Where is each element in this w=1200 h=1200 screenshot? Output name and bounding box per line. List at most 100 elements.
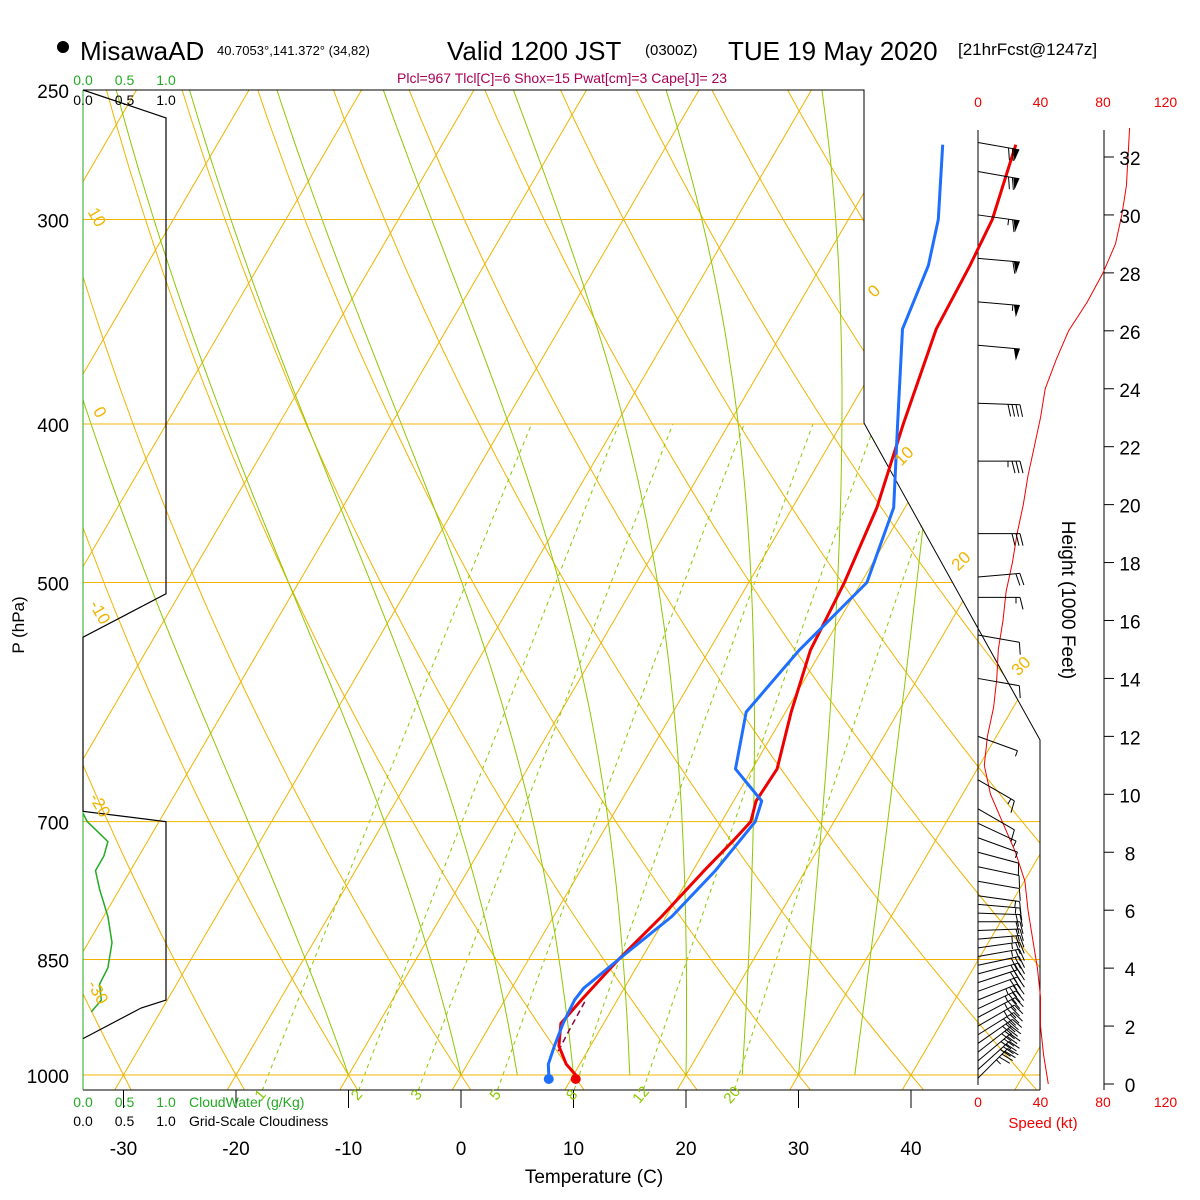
wind-barb [977, 1033, 1021, 1062]
valid-time: Valid 1200 JST [447, 36, 622, 66]
pressure-tick-label: 1000 [27, 1067, 69, 1088]
wind-barb-flag [1006, 1016, 1017, 1026]
wind-barb-flag [1014, 997, 1024, 1008]
wind-barb-half-flag [1003, 1010, 1008, 1017]
wind-barb-half-flag [1011, 304, 1014, 311]
dry-adiabat-line [97, 90, 623, 1090]
wind-barb-staff [977, 257, 1020, 263]
adiabat-label: 20 [948, 548, 975, 575]
wind-barb-staff [977, 214, 1020, 222]
wind-barb-staff [977, 948, 1020, 958]
wind-barb [977, 677, 1021, 699]
adiabat-label: 0 [89, 403, 110, 421]
wind-barb-flag [1019, 928, 1024, 942]
wind-barb-flag [1008, 1040, 1020, 1049]
valid-date: TUE 19 May 2020 [728, 36, 938, 66]
isotherm-line [758, 90, 1040, 1090]
wind-barb-staff [977, 634, 1020, 643]
wind-speed-profile [983, 127, 1131, 1085]
x-tick-label: -20 [222, 1139, 249, 1160]
dry-adiabat-line [83, 90, 507, 1090]
wind-barb-flag [1015, 404, 1020, 417]
isotherm-line [83, 90, 492, 1090]
wind-barb [977, 928, 1024, 942]
dry-adiabat-line [172, 90, 738, 1090]
wind-barb-staff [977, 880, 1020, 890]
wind-barb-flag [1011, 404, 1016, 417]
wind-barb-flag [1003, 1038, 1015, 1047]
wind-barb [977, 837, 1018, 858]
wind-barb [977, 934, 1025, 948]
wind-barb-flag [1015, 533, 1020, 546]
wind-barb-staff [977, 941, 1020, 949]
isotherm-line [196, 90, 829, 1090]
wind-barb-staff [977, 1041, 1010, 1070]
wind-barb-staff [977, 1004, 1015, 1027]
wind-barb-flag [1010, 1025, 1022, 1035]
wind-barb-flag [998, 1056, 1011, 1064]
wind-barb-flag [1010, 1006, 1020, 1017]
wind-barb-staff [977, 1012, 1014, 1036]
x-tick-label: -10 [335, 1139, 362, 1160]
height-tick-label: 16 [1119, 613, 1140, 634]
wind-barb [977, 941, 1025, 955]
wind-barb-staff [977, 912, 1020, 916]
wind-barb-staff [977, 1033, 1011, 1062]
wind-barb-flag [1006, 1035, 1018, 1045]
wind-barb [977, 1004, 1024, 1027]
wind-barb-pennant [1013, 304, 1020, 318]
surface-temperature-point [570, 1074, 581, 1084]
cloudiness-top-tick: 0.5 [115, 92, 135, 108]
pressure-tick-label: 400 [37, 416, 69, 437]
adiabat-label: 0 [864, 281, 884, 301]
wind-barb-staff [977, 344, 1020, 350]
wind-barb-flag [1005, 1043, 1017, 1052]
speed-bottom-tick: 120 [1154, 1094, 1178, 1110]
mixing-ratio-label: 12 [629, 1083, 653, 1107]
wind-barb-flag [1018, 956, 1025, 968]
pressure-tick-label: 500 [37, 575, 69, 596]
wind-barb-flag [1001, 1033, 1012, 1042]
wind-barb-flag [1007, 404, 1012, 417]
wind-barb-flag [1004, 1030, 1015, 1040]
cloudiness-top-tick: 0.0 [73, 92, 93, 108]
wind-barb [977, 997, 1024, 1018]
wind-barb-pennant [1013, 348, 1020, 361]
wind-barb-flag [1007, 1008, 1017, 1019]
wind-barb-flag [1008, 1021, 1019, 1031]
mixing-ratio-label: 3 [407, 1086, 425, 1103]
station-dot-icon [57, 41, 69, 53]
speed-top-tick: 120 [1154, 94, 1178, 110]
wind-barb-flag [1015, 921, 1020, 934]
cloudwater-profile [82, 813, 113, 1013]
wind-barb-flag [1003, 1018, 1013, 1028]
wind-barb [977, 808, 1015, 842]
wind-barb [977, 402, 1024, 417]
wind-barb [977, 257, 1020, 274]
wind-barb-flag [1018, 685, 1021, 699]
wind-barb [977, 1048, 1019, 1079]
wind-barb-pennant [1013, 261, 1020, 274]
moist-adiabat-line [656, 90, 756, 1076]
wind-barb [977, 1018, 1023, 1044]
cloudiness-bottom-tick: 1.0 [156, 1113, 176, 1129]
dry-adiabat-line [621, 90, 1040, 1090]
wind-barb-flag [1000, 1041, 1012, 1050]
x-tick-label: 10 [563, 1139, 584, 1160]
wind-barb [977, 344, 1020, 361]
mixing-ratio-label: 8 [563, 1086, 581, 1103]
wind-barb-half-flag [1014, 851, 1018, 858]
height-tick-label: 8 [1125, 844, 1136, 865]
wind-barb-flag [1015, 914, 1020, 927]
pressure-tick-label: 850 [37, 952, 69, 973]
wind-barb-flag [1019, 941, 1025, 954]
wind-barb-flag [1015, 935, 1021, 948]
wind-barb-flag [1000, 1049, 1011, 1057]
wind-barb-flag [1019, 914, 1024, 927]
height-tick-label: 28 [1119, 265, 1140, 286]
cloudwater-top-tick: 1.0 [156, 72, 176, 88]
moist-adiabat-line [108, 90, 462, 1076]
cloudwater-label: CloudWater (g/Kg) [189, 1094, 304, 1110]
wind-barb-flag [1005, 1023, 1016, 1033]
dry-adiabat-line [83, 90, 392, 1090]
